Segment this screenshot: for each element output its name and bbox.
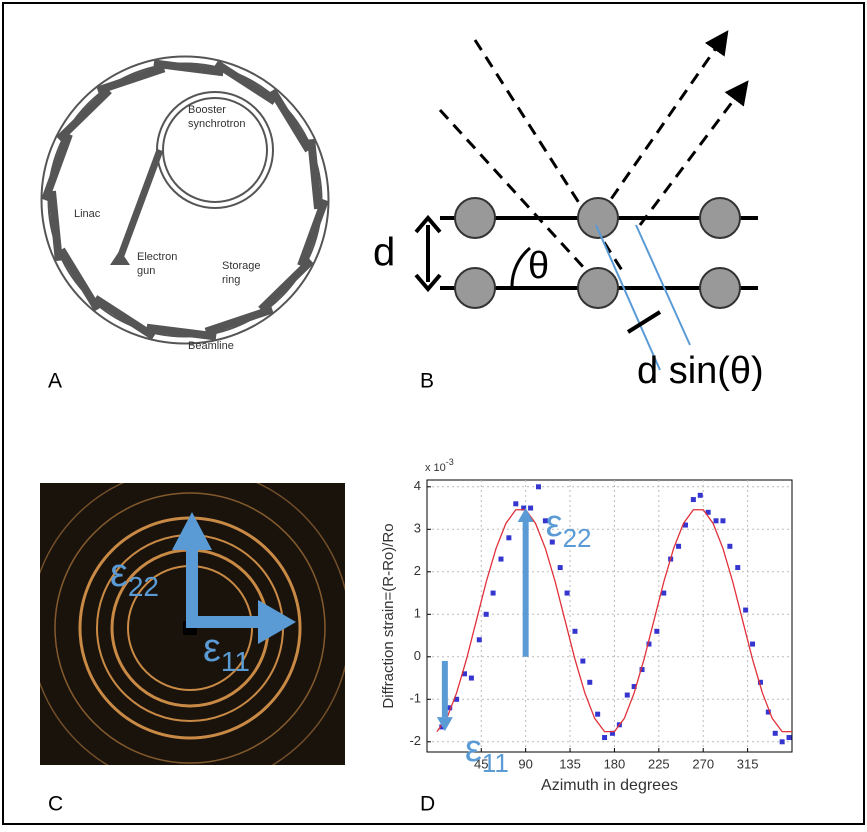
y-tick-label: 2 [414,563,421,578]
data-point [536,484,541,489]
data-point [780,739,785,744]
data-point [676,544,681,549]
y-tick-label: -2 [409,733,421,748]
strain-symbol: ε [465,728,482,770]
data-point [735,565,740,570]
data-point [477,637,482,642]
x-tick-label: 315 [737,756,759,771]
data-point [528,506,533,511]
data-point [727,544,732,549]
label: gun [137,265,155,277]
data-point [506,535,511,540]
label: Linac [74,208,101,220]
data-point [787,735,792,740]
x-tick-label: 180 [604,756,626,771]
data-point [602,735,607,740]
label: Storage [222,260,261,272]
panel-label: C [48,793,63,816]
x-tick-label: 225 [648,756,670,771]
label: Electron [137,251,177,263]
data-point [469,676,474,681]
label: ring [222,274,240,286]
data-point [714,518,719,523]
panel-c: ε22 ε11 C [30,468,350,816]
figure: Booster synchrotron Linac Electron gun S… [0,0,867,827]
data-point [691,497,696,502]
data-point [698,493,703,498]
label: d [373,231,395,275]
data-point [580,659,585,664]
data-point [491,591,496,596]
panel-label: D [420,793,435,816]
label: Beamline [188,340,234,352]
strain-symbol: ε [546,503,563,545]
data-point [720,518,725,523]
x-axis-label: Azimuth in degrees [541,777,678,794]
multiplier-base: x 10 [425,462,446,474]
data-point [595,712,600,717]
x-tick-label: 135 [559,756,581,771]
data-point [484,612,489,617]
data-point [587,680,592,685]
panel-label: A [48,370,62,393]
data-point [773,731,778,736]
y-tick-label: 1 [414,606,421,621]
data-point [565,591,570,596]
label: d sin(θ) [637,350,764,392]
y-tick-label: 0 [414,648,421,663]
arrow [190,616,260,628]
page: Booster synchrotron Linac Electron gun S… [0,0,867,832]
data-point [625,693,630,698]
y-tick-label: -1 [409,691,421,706]
label: synchrotron [188,118,245,130]
multiplier-exponent: -3 [446,457,454,467]
data-point [750,642,755,647]
x-tick-label: 270 [692,756,714,771]
data-point [572,629,577,634]
data-point [743,608,748,613]
data-point [558,565,563,570]
y-axis-label: Diffraction strain=(R-Ro)/Ro [380,523,397,708]
label: Booster [188,104,226,116]
strain-sub: 22 [563,523,592,553]
panel-label: B [420,370,434,393]
data-point [654,629,659,634]
strain-sub: 11 [482,748,509,778]
y-tick-label: 4 [414,478,421,493]
y-tick-label: 3 [414,521,421,536]
data-point [498,557,503,562]
data-point [513,501,518,506]
x-tick-label: 90 [518,756,532,771]
label: θ [528,245,549,287]
